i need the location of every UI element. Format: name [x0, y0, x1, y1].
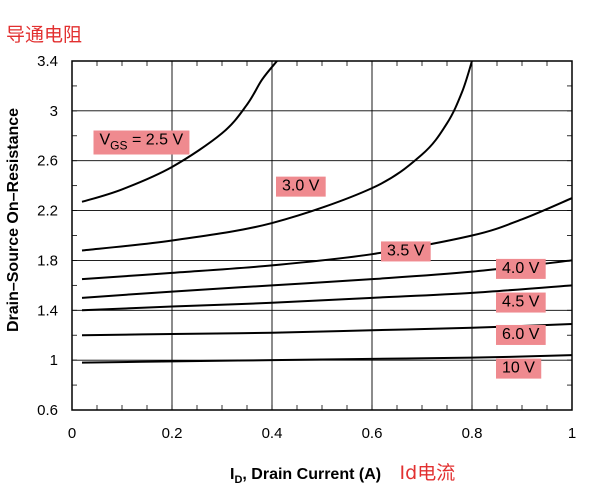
series-line-1 — [81, 61, 473, 252]
curve-label-bg — [381, 241, 431, 262]
tick-labels: 0 0.2 0.4 0.6 0.8 1 0.6 1 1.4 1.8 2.2 2.6 3 3.4 — [37, 53, 576, 442]
y-tick-label: 0.6 — [37, 402, 58, 419]
series-line-5 — [81, 322, 572, 337]
y-tick-label: 1 — [50, 352, 58, 369]
curve-label-text: 4.0 V — [502, 260, 540, 277]
x-axis-label: ID, Drain Current (A) — [230, 466, 382, 487]
curve-label-text: 4.5 V — [502, 294, 540, 311]
curve-label-bg — [496, 258, 546, 279]
series-line-4 — [81, 284, 572, 312]
annotation-top: 导通电阻 — [6, 24, 83, 46]
x-tick-label: 0.2 — [162, 425, 183, 442]
curve-label-5: 6.0 V — [496, 324, 546, 345]
series-line-3 — [81, 259, 572, 299]
y-tick-label: 1.4 — [37, 302, 58, 319]
curve-label-text: 3.0 V — [282, 178, 320, 195]
curve-label-3: 4.0 V — [496, 258, 546, 279]
curve-label-1: 3.0 V — [276, 176, 326, 197]
curve-label-bg — [496, 324, 546, 345]
series-line-2 — [81, 197, 572, 281]
x-tick-label: 0 — [68, 425, 76, 442]
series-lines — [81, 61, 572, 364]
curve-label-bg — [93, 130, 190, 155]
curve-labels: VGS = 2.5 V 3.0 V 3.5 V 4.0 V 4.5 V 6.0 V 10 V — [93, 130, 546, 379]
series-line-0 — [81, 61, 278, 203]
x-axis-label-group: ID, Drain Current (A) Id电流 — [230, 458, 455, 486]
y-tick-label: 3 — [50, 103, 58, 120]
x-tick-label: 1 — [568, 425, 576, 442]
y-tick-label: 3.4 — [37, 53, 58, 70]
plot-frame — [71, 60, 573, 411]
x-tick-label: 0.6 — [362, 425, 383, 442]
curve-label-4: 4.5 V — [496, 292, 546, 313]
curve-label-text: 3.5 V — [387, 242, 425, 259]
y-tick-label: 1.8 — [37, 252, 58, 269]
curve-label-text: 6.0 V — [502, 326, 540, 343]
annotation-x: Id电流 — [399, 462, 456, 484]
curve-label-bg — [276, 176, 326, 197]
y-tick-label: 2.2 — [37, 203, 58, 220]
curve-label-0: VGS = 2.5 V — [93, 130, 190, 155]
curve-label-text: VGS = 2.5 V — [100, 132, 184, 153]
curve-label-bg — [496, 292, 546, 313]
x-tick-label: 0.4 — [262, 425, 283, 442]
x-tick-label: 0.8 — [462, 425, 483, 442]
y-tick-label: 2.6 — [37, 153, 58, 170]
curve-label-2: 3.5 V — [381, 241, 431, 262]
curve-label-bg — [496, 358, 542, 379]
series-line-6 — [81, 354, 572, 364]
curve-label-text: 10 V — [502, 360, 535, 377]
curve-label-6: 10 V — [496, 358, 542, 379]
